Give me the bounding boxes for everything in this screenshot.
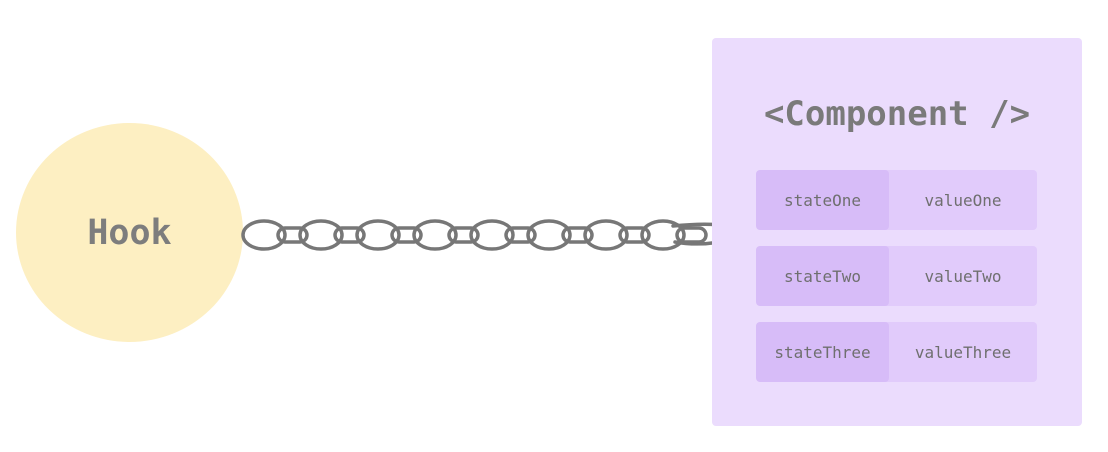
state-value: valueOne xyxy=(924,190,1002,210)
state-key: stateOne xyxy=(756,170,889,230)
hook-label: Hook xyxy=(87,212,172,253)
state-key: stateTwo xyxy=(756,246,889,306)
chain-connector xyxy=(241,219,741,251)
chain-link-connector xyxy=(390,226,423,244)
hook-node: Hook xyxy=(16,123,243,342)
chain-link-connector xyxy=(675,226,708,244)
chain-link xyxy=(469,219,515,251)
component-title: <Component /> xyxy=(763,94,1031,134)
chain-link xyxy=(355,219,401,251)
component-box: <Component /> stateOne valueOne stateTwo… xyxy=(712,38,1082,426)
state-row: stateThree valueThree xyxy=(756,322,1037,382)
state-row: stateTwo valueTwo xyxy=(756,246,1037,306)
chain-link-connector xyxy=(333,226,366,244)
state-value: valueTwo xyxy=(924,266,1002,286)
state-row: stateOne valueOne xyxy=(756,170,1037,230)
chain-link xyxy=(640,219,686,251)
chain-link xyxy=(298,219,344,251)
chain-link xyxy=(526,219,572,251)
chain-link-connector xyxy=(276,226,309,244)
state-key: stateThree xyxy=(756,322,889,382)
chain-link-connector xyxy=(504,226,537,244)
chain-link xyxy=(583,219,629,251)
chain-link xyxy=(241,219,287,251)
chain-link-connector xyxy=(561,226,594,244)
chain-link xyxy=(412,219,458,251)
state-value: valueThree xyxy=(914,342,1012,362)
chain-link-connector xyxy=(618,226,651,244)
chain-link-connector xyxy=(447,226,480,244)
